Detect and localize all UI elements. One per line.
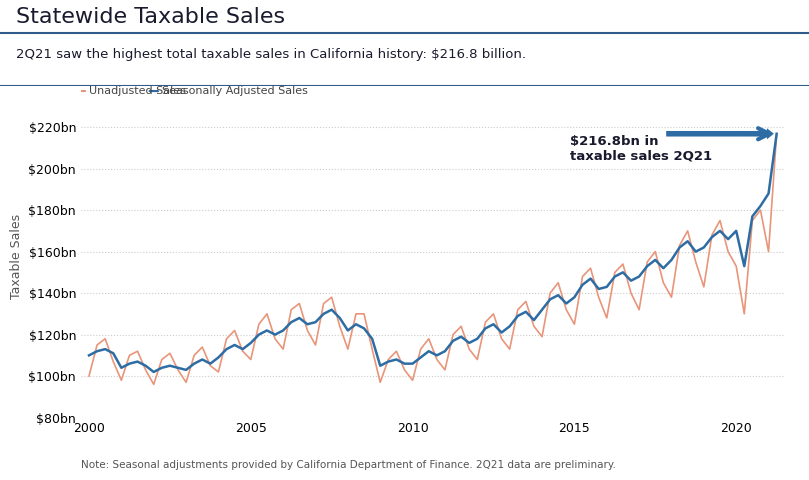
- Text: Note: Seasonal adjustments provided by California Department of Finance. 2Q21 da: Note: Seasonal adjustments provided by C…: [81, 460, 616, 470]
- Y-axis label: Taxable Sales: Taxable Sales: [10, 214, 23, 300]
- Text: Unadjusted Sales: Unadjusted Sales: [89, 86, 186, 96]
- Text: Statewide Taxable Sales: Statewide Taxable Sales: [16, 7, 286, 27]
- Text: $216.8bn in
taxable sales 2Q21: $216.8bn in taxable sales 2Q21: [570, 134, 712, 163]
- Text: 2Q21 saw the highest total taxable sales in California history: $216.8 billion.: 2Q21 saw the highest total taxable sales…: [16, 48, 526, 60]
- Text: Seasonally Adjusted Sales: Seasonally Adjusted Sales: [162, 86, 307, 96]
